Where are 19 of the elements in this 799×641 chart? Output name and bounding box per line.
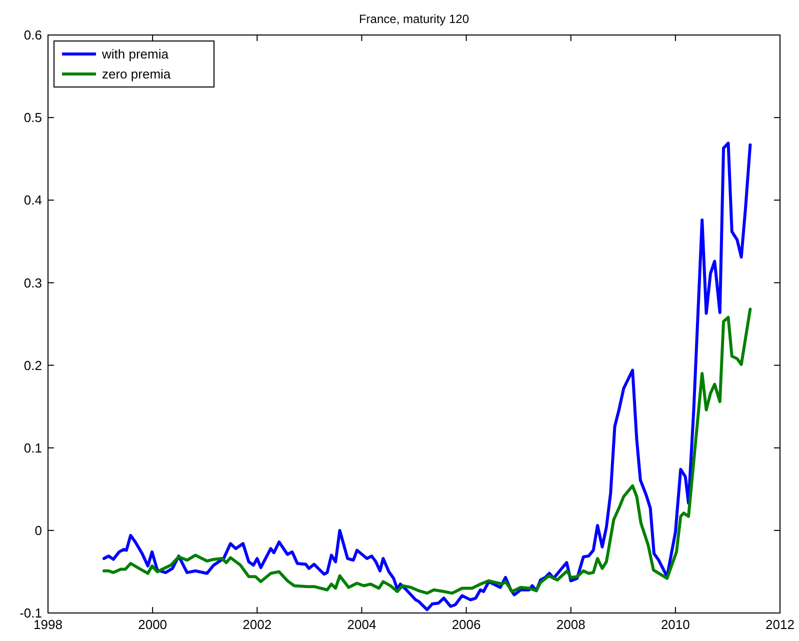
legend-label: with premia [101, 46, 170, 62]
x-tick-label: 2012 [766, 617, 794, 632]
y-tick-label: 0.3 [24, 275, 42, 290]
x-tick-label: 2006 [452, 617, 481, 632]
y-tick-label: 0.6 [24, 28, 42, 43]
line-series [102, 308, 752, 595]
legend-label: zero premia [102, 66, 172, 82]
y-tick-label: 0 [34, 522, 42, 538]
y-tick-label: 0.2 [24, 358, 42, 373]
chart-title: France, maturity 120 [358, 12, 470, 26]
x-tick-label: 2000 [138, 617, 168, 632]
x-tick-label: 2002 [242, 617, 272, 632]
x-tick-label: 2010 [660, 617, 690, 632]
line-series [102, 142, 752, 612]
y-tick-label: 0.5 [24, 110, 42, 126]
y-tick-label: 0.4 [24, 192, 42, 208]
x-tick-label: 2008 [556, 617, 586, 632]
y-tick-label: 0.1 [24, 440, 42, 456]
x-tick-label: 2004 [347, 617, 376, 632]
